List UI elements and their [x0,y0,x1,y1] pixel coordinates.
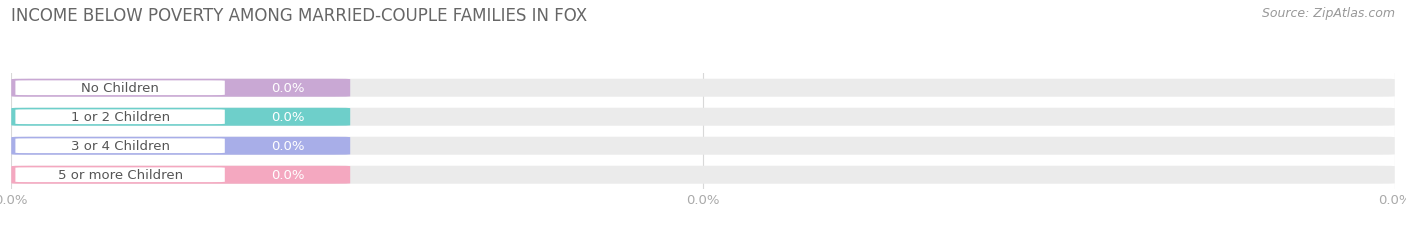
Text: 3 or 4 Children: 3 or 4 Children [70,140,170,153]
Text: No Children: No Children [82,82,159,95]
FancyBboxPatch shape [11,79,1395,97]
Text: 0.0%: 0.0% [271,168,304,182]
FancyBboxPatch shape [15,81,225,96]
FancyBboxPatch shape [15,168,225,182]
FancyBboxPatch shape [15,139,225,153]
FancyBboxPatch shape [11,166,350,184]
Text: 0.0%: 0.0% [271,111,304,124]
Text: 0.0%: 0.0% [271,140,304,153]
FancyBboxPatch shape [15,110,225,125]
FancyBboxPatch shape [11,108,1395,126]
FancyBboxPatch shape [11,137,1395,155]
FancyBboxPatch shape [11,137,350,155]
FancyBboxPatch shape [11,79,350,97]
Text: 0.0%: 0.0% [271,82,304,95]
Text: INCOME BELOW POVERTY AMONG MARRIED-COUPLE FAMILIES IN FOX: INCOME BELOW POVERTY AMONG MARRIED-COUPL… [11,7,588,25]
FancyBboxPatch shape [11,108,350,126]
FancyBboxPatch shape [11,166,1395,184]
Text: 1 or 2 Children: 1 or 2 Children [70,111,170,124]
Text: Source: ZipAtlas.com: Source: ZipAtlas.com [1261,7,1395,20]
Text: 5 or more Children: 5 or more Children [58,168,183,182]
